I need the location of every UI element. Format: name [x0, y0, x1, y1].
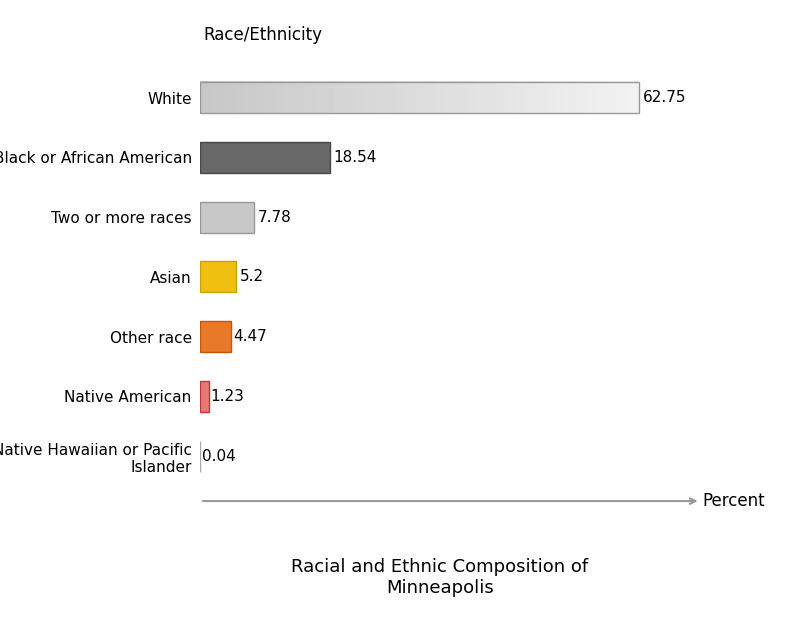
Text: 5.2: 5.2: [240, 269, 264, 284]
Text: Percent: Percent: [702, 492, 766, 510]
Text: 1.23: 1.23: [210, 389, 245, 404]
Bar: [200, 202, 254, 233]
Bar: [200, 82, 639, 113]
Text: 0.04: 0.04: [202, 448, 236, 464]
Text: 18.54: 18.54: [334, 150, 377, 165]
Bar: [200, 261, 237, 292]
Bar: [200, 142, 330, 173]
Text: Racial and Ethnic Composition of
Minneapolis: Racial and Ethnic Composition of Minneap…: [291, 559, 589, 597]
Text: Race/Ethnicity: Race/Ethnicity: [203, 26, 322, 44]
Text: 62.75: 62.75: [642, 90, 686, 105]
Text: 4.47: 4.47: [234, 329, 267, 344]
Bar: [200, 321, 231, 352]
Text: 7.78: 7.78: [258, 210, 292, 225]
Bar: [200, 381, 209, 412]
